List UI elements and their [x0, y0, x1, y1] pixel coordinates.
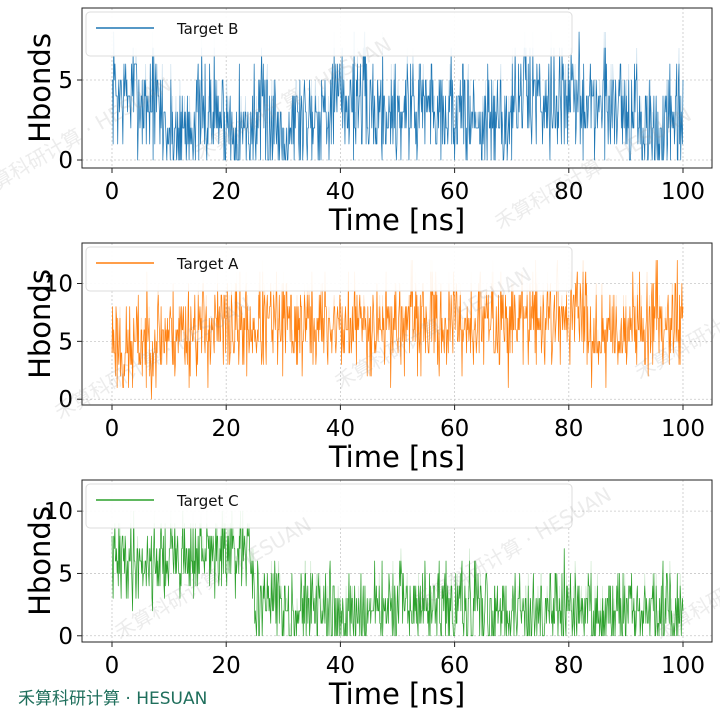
axes-frame [81, 242, 713, 406]
chart-panel-3: 0 20 40 60 80 100 0 5 10 Time [ns] Hbonds Target C [23, 479, 713, 711]
x-tick-label: 60 [440, 653, 469, 679]
x-tick-label: 100 [661, 416, 705, 442]
x-tick-label: 80 [554, 179, 583, 205]
x-tick-label: 80 [554, 416, 583, 442]
y-tick-label: 10 [44, 499, 73, 525]
series-line-target-c [111, 510, 684, 637]
y-axis-label: Hbonds [23, 269, 57, 379]
axes-frame [81, 7, 713, 169]
x-tick-label: 60 [440, 179, 469, 205]
y-tick-label: 10 [44, 272, 73, 298]
x-tick-label: 60 [440, 416, 469, 442]
y-tick-label: 5 [58, 561, 73, 587]
x-tick-label: 100 [661, 179, 705, 205]
watermark-text: 禾算科研计算 · HESUAN [651, 512, 720, 644]
y-tick-label: 0 [58, 624, 73, 650]
series-line-target-b [112, 31, 684, 161]
legend-label: Target A [176, 255, 239, 273]
x-tick-label: 40 [326, 179, 355, 205]
x-tick-label: 80 [554, 653, 583, 679]
x-axis-label: Time [ns] [328, 677, 465, 711]
y-tick-label: 5 [58, 68, 73, 94]
x-axis-label: Time [ns] [328, 203, 465, 237]
x-tick-label: 20 [212, 416, 241, 442]
y-axis-label: Hbonds [23, 506, 57, 616]
x-tick-label: 40 [326, 653, 355, 679]
brand-label: 禾算科研计算 · HESUAN [18, 689, 208, 709]
x-tick-label: 0 [105, 653, 120, 679]
y-tick-label: 0 [58, 148, 73, 174]
x-tick-label: 20 [212, 179, 241, 205]
series-line-target-a [111, 260, 684, 400]
watermark-text: 禾算科研计算 · HESUAN [631, 252, 720, 384]
legend: Target C [85, 483, 573, 529]
axes-frame [81, 479, 713, 643]
y-tick-label: 5 [58, 329, 73, 355]
x-axis-label: Time [ns] [328, 440, 465, 474]
x-tick-label: 0 [105, 416, 120, 442]
chart-panel-2: 0 20 40 60 80 100 0 5 10 Time [ns] Hbonds Target A [23, 242, 713, 474]
x-tick-label: 0 [105, 179, 120, 205]
watermark-text: 禾算科研计算 · HESUAN [111, 512, 316, 644]
x-tick-label: 40 [326, 416, 355, 442]
chart-panel-1: 0 20 40 60 80 100 0 5 Time [ns] Hbonds Target B [23, 7, 713, 237]
x-tick-label: 20 [212, 653, 241, 679]
legend-label: Target C [176, 492, 239, 510]
legend-label: Target B [176, 20, 238, 38]
legend: Target B [85, 11, 573, 57]
x-tick-label: 100 [661, 653, 705, 679]
legend: Target A [85, 246, 573, 292]
y-axis-label: Hbonds [23, 33, 57, 143]
y-tick-label: 0 [58, 387, 73, 413]
